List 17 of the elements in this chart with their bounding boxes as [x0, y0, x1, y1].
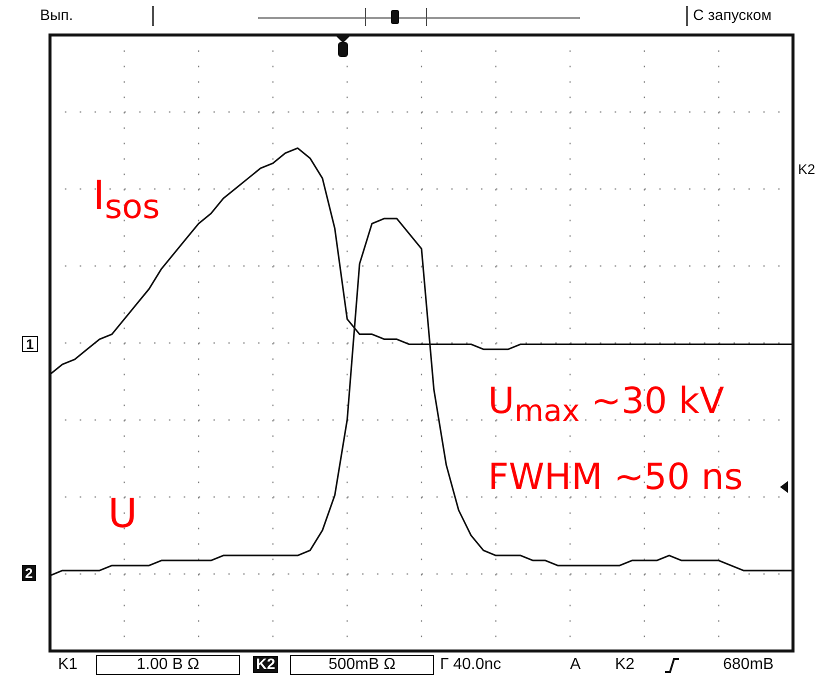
text: С запуском — [693, 7, 772, 24]
text: 500mB Ω — [290, 655, 434, 675]
text: A — [570, 656, 581, 673]
text: K2 — [615, 656, 635, 673]
text: 2 — [22, 565, 36, 581]
annotation: FWHM ~50 ns — [488, 457, 743, 498]
text: 1 — [22, 336, 38, 352]
text: Г 40.0nc — [440, 656, 502, 673]
text: 680mB — [723, 656, 774, 673]
text: K1 — [58, 656, 78, 673]
text: K2 — [798, 161, 816, 177]
annotation: U$_{max}$ ~30 kV — [488, 381, 724, 430]
text: Вып. — [40, 7, 74, 24]
text: 1.00 B Ω — [96, 655, 240, 675]
series-label: U — [108, 491, 138, 537]
series-label: I$_{sos}$ — [93, 173, 160, 226]
text: K2 — [253, 656, 278, 673]
